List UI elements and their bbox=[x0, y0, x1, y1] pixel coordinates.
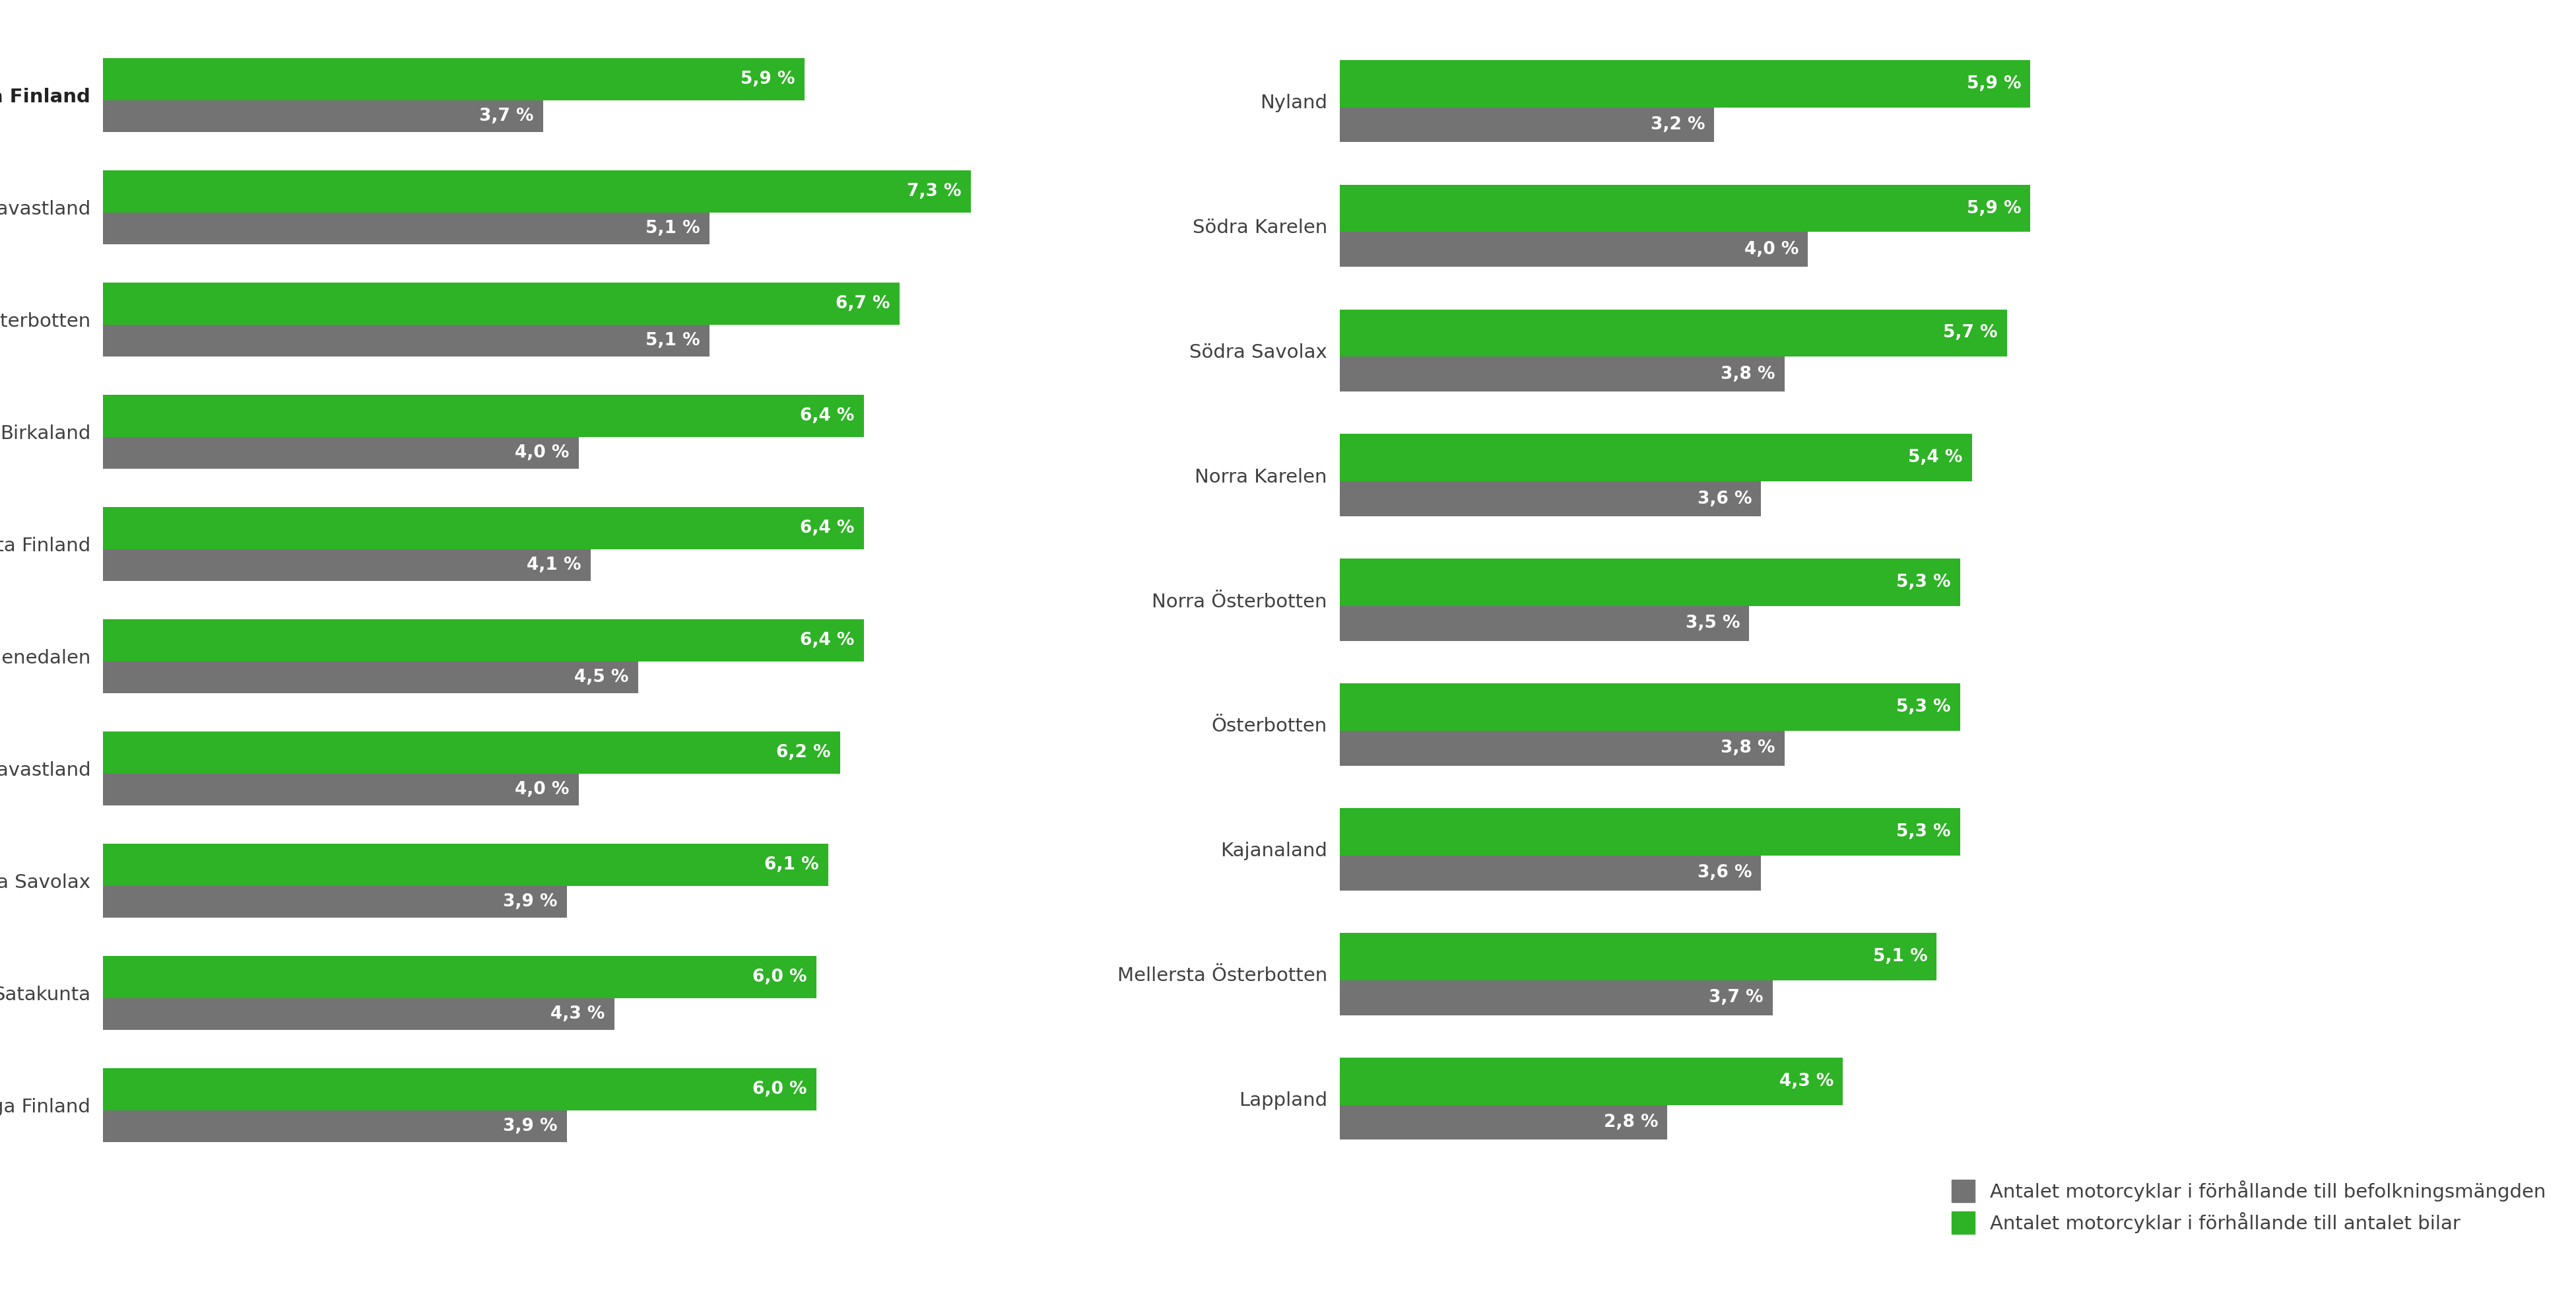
Bar bbox=[103, 213, 708, 244]
Text: 7,3 %: 7,3 % bbox=[907, 183, 961, 200]
Bar bbox=[103, 998, 613, 1029]
Text: 5,1 %: 5,1 % bbox=[1873, 948, 1927, 965]
Text: 5,3 %: 5,3 % bbox=[1896, 823, 1950, 840]
Text: 6,4 %: 6,4 % bbox=[801, 408, 855, 424]
Bar bbox=[1340, 310, 2007, 357]
Bar bbox=[1340, 559, 1960, 606]
Text: 6,1 %: 6,1 % bbox=[765, 857, 819, 873]
Bar bbox=[103, 774, 580, 805]
Bar bbox=[1340, 184, 2030, 232]
Bar bbox=[103, 1068, 817, 1111]
Text: 3,2 %: 3,2 % bbox=[1651, 116, 1705, 133]
Bar bbox=[103, 58, 804, 101]
Text: 5,1 %: 5,1 % bbox=[647, 332, 701, 350]
Text: 4,0 %: 4,0 % bbox=[515, 780, 569, 799]
Bar bbox=[103, 731, 840, 774]
Bar bbox=[103, 550, 590, 580]
Text: 6,0 %: 6,0 % bbox=[752, 1081, 806, 1098]
Text: 3,8 %: 3,8 % bbox=[1721, 365, 1775, 383]
Text: 4,0 %: 4,0 % bbox=[1744, 241, 1798, 258]
Bar bbox=[1340, 933, 1937, 980]
Bar bbox=[1340, 808, 1960, 855]
Bar bbox=[103, 101, 544, 132]
Bar bbox=[103, 662, 639, 693]
Bar bbox=[1340, 107, 1713, 142]
Text: 6,2 %: 6,2 % bbox=[775, 744, 829, 761]
Text: 2,8 %: 2,8 % bbox=[1602, 1113, 1659, 1131]
Bar bbox=[1340, 356, 1785, 392]
Text: 6,0 %: 6,0 % bbox=[752, 969, 806, 986]
Text: 6,7 %: 6,7 % bbox=[835, 295, 891, 312]
Bar bbox=[1340, 1104, 1667, 1140]
Bar bbox=[1340, 59, 2030, 107]
Bar bbox=[1340, 433, 1971, 481]
Text: 3,9 %: 3,9 % bbox=[502, 1117, 556, 1135]
Bar bbox=[103, 619, 863, 662]
Text: 5,7 %: 5,7 % bbox=[1942, 324, 1996, 342]
Bar bbox=[1340, 232, 1808, 267]
Text: 6,4 %: 6,4 % bbox=[801, 520, 855, 537]
Text: 5,3 %: 5,3 % bbox=[1896, 698, 1950, 716]
Text: 3,7 %: 3,7 % bbox=[1708, 989, 1765, 1006]
Text: 4,3 %: 4,3 % bbox=[1780, 1072, 1834, 1090]
Text: 5,4 %: 5,4 % bbox=[1909, 449, 1963, 466]
Text: 5,9 %: 5,9 % bbox=[1965, 200, 2022, 217]
Bar bbox=[1340, 481, 1762, 516]
Text: 6,4 %: 6,4 % bbox=[801, 632, 855, 649]
Text: 4,0 %: 4,0 % bbox=[515, 444, 569, 462]
Text: 5,9 %: 5,9 % bbox=[739, 71, 796, 88]
Bar bbox=[1340, 855, 1762, 890]
Text: 3,6 %: 3,6 % bbox=[1698, 490, 1752, 507]
Text: 3,9 %: 3,9 % bbox=[502, 893, 556, 911]
Bar bbox=[103, 395, 863, 437]
Text: 4,3 %: 4,3 % bbox=[551, 1005, 605, 1023]
Text: 3,5 %: 3,5 % bbox=[1685, 615, 1739, 632]
Legend: Antalet motorcyklar i förhållande till befolkningsmängden, Antalet motorcyklar i: Antalet motorcyklar i förhållande till b… bbox=[1945, 1173, 2553, 1242]
Bar bbox=[103, 170, 971, 213]
Text: 3,8 %: 3,8 % bbox=[1721, 739, 1775, 757]
Bar bbox=[103, 956, 817, 998]
Text: 3,6 %: 3,6 % bbox=[1698, 864, 1752, 881]
Bar bbox=[103, 283, 899, 325]
Text: 5,3 %: 5,3 % bbox=[1896, 574, 1950, 591]
Text: 5,9 %: 5,9 % bbox=[1965, 75, 2022, 92]
Text: 4,1 %: 4,1 % bbox=[526, 556, 582, 574]
Bar bbox=[103, 325, 708, 356]
Bar bbox=[103, 844, 829, 886]
Text: 5,1 %: 5,1 % bbox=[647, 219, 701, 237]
Bar bbox=[103, 507, 863, 550]
Bar bbox=[1340, 1058, 1842, 1104]
Text: 3,7 %: 3,7 % bbox=[479, 107, 533, 125]
Bar bbox=[103, 1111, 567, 1142]
Bar bbox=[1340, 730, 1785, 766]
Bar bbox=[1340, 684, 1960, 730]
Bar bbox=[103, 886, 567, 917]
Text: 4,5 %: 4,5 % bbox=[574, 668, 629, 686]
Bar bbox=[1340, 980, 1772, 1015]
Bar bbox=[103, 437, 580, 468]
Bar bbox=[1340, 606, 1749, 641]
